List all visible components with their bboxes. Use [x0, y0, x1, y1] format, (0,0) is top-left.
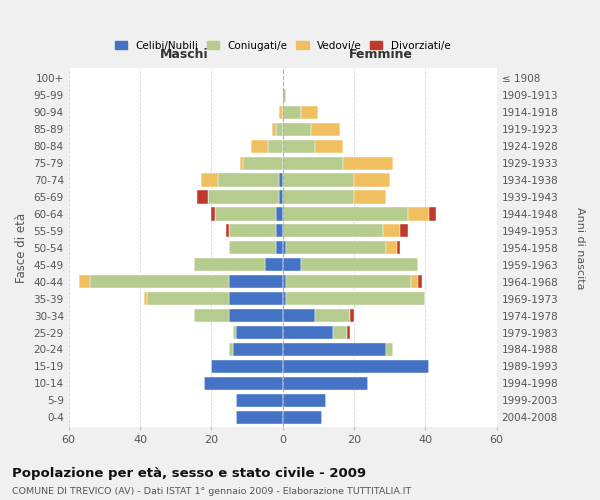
Bar	[283, 292, 286, 305]
Bar	[208, 190, 279, 203]
Bar	[347, 326, 350, 339]
Bar	[283, 376, 368, 390]
Bar	[386, 343, 393, 356]
Bar	[218, 174, 279, 186]
Bar	[411, 275, 418, 288]
Bar	[211, 208, 215, 220]
Bar	[286, 241, 386, 254]
Bar	[283, 174, 354, 186]
Bar	[283, 326, 332, 339]
Bar	[233, 326, 236, 339]
Bar	[279, 106, 283, 119]
Bar	[315, 309, 350, 322]
Bar	[194, 309, 229, 322]
Bar	[350, 309, 354, 322]
Bar	[429, 208, 436, 220]
Bar	[283, 343, 386, 356]
Bar	[283, 106, 301, 119]
Bar	[240, 156, 244, 170]
Bar	[229, 343, 233, 356]
Bar	[418, 275, 422, 288]
Bar	[233, 343, 283, 356]
Bar	[275, 208, 283, 220]
Bar	[283, 410, 322, 424]
Bar	[200, 174, 218, 186]
Y-axis label: Anni di nascita: Anni di nascita	[575, 206, 585, 289]
Bar	[229, 275, 283, 288]
Bar	[215, 208, 275, 220]
Bar	[236, 410, 283, 424]
Bar	[283, 258, 301, 272]
Bar	[90, 275, 229, 288]
Bar	[283, 275, 286, 288]
Bar	[386, 241, 397, 254]
Bar	[283, 208, 407, 220]
Bar	[400, 224, 407, 237]
Bar	[332, 326, 347, 339]
Bar	[301, 258, 418, 272]
Text: COMUNE DI TREVICO (AV) - Dati ISTAT 1° gennaio 2009 - Elaborazione TUTTITALIA.IT: COMUNE DI TREVICO (AV) - Dati ISTAT 1° g…	[12, 487, 411, 496]
Bar	[283, 309, 315, 322]
Bar	[244, 156, 283, 170]
Bar	[397, 241, 400, 254]
Bar	[343, 156, 393, 170]
Bar	[283, 140, 315, 153]
Bar	[283, 224, 383, 237]
Bar	[283, 190, 354, 203]
Bar	[383, 224, 400, 237]
Y-axis label: Fasce di età: Fasce di età	[15, 213, 28, 283]
Bar	[204, 376, 283, 390]
Bar	[279, 190, 283, 203]
Bar	[283, 241, 286, 254]
Bar	[229, 241, 275, 254]
Bar	[283, 122, 311, 136]
Bar	[229, 224, 275, 237]
Bar	[265, 258, 283, 272]
Bar	[197, 190, 208, 203]
Bar	[275, 122, 283, 136]
Bar	[283, 394, 325, 407]
Bar	[315, 140, 343, 153]
Text: Popolazione per età, sesso e stato civile - 2009: Popolazione per età, sesso e stato civil…	[12, 468, 366, 480]
Bar	[275, 241, 283, 254]
Bar	[283, 156, 343, 170]
Bar	[236, 326, 283, 339]
Bar	[147, 292, 229, 305]
Bar	[236, 394, 283, 407]
Bar	[311, 122, 340, 136]
Bar	[79, 275, 90, 288]
Bar	[143, 292, 147, 305]
Bar	[226, 224, 229, 237]
Bar	[283, 360, 429, 373]
Bar	[272, 122, 275, 136]
Bar	[275, 224, 283, 237]
Bar	[354, 190, 386, 203]
Bar	[268, 140, 283, 153]
Bar	[354, 174, 390, 186]
Bar	[301, 106, 319, 119]
Bar	[211, 360, 283, 373]
Bar	[286, 292, 425, 305]
Bar	[286, 275, 411, 288]
Bar	[279, 174, 283, 186]
Bar	[194, 258, 265, 272]
Bar	[407, 208, 429, 220]
Bar	[229, 292, 283, 305]
Text: Femmine: Femmine	[349, 48, 413, 61]
Bar	[283, 89, 286, 102]
Text: Maschi: Maschi	[160, 48, 209, 61]
Legend: Celibi/Nubili, Coniugati/e, Vedovi/e, Divorziati/e: Celibi/Nubili, Coniugati/e, Vedovi/e, Di…	[112, 38, 454, 54]
Bar	[229, 309, 283, 322]
Bar	[251, 140, 268, 153]
